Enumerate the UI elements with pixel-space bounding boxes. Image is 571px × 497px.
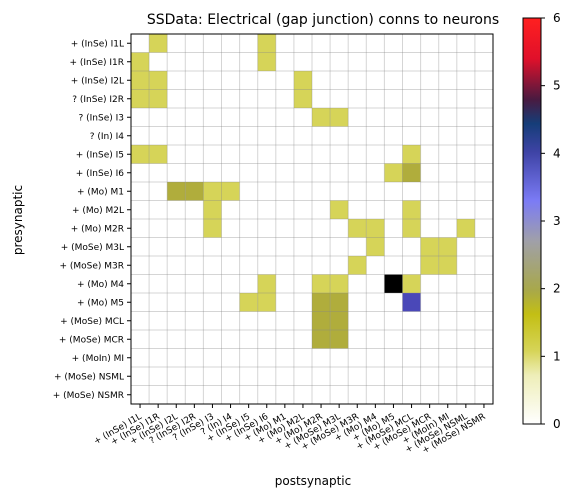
heatmap-cell xyxy=(330,293,349,312)
heatmap-cell xyxy=(167,182,186,201)
heatmap-cell xyxy=(149,145,168,164)
plot-frame xyxy=(130,33,494,405)
heatmap-cell xyxy=(366,237,385,256)
colorbar-tick-label: 3 xyxy=(553,214,561,228)
x-tick-labels: + (InSe) I1L+ (InSe) I1R+ (InSe) I2L? (I… xyxy=(92,404,487,456)
heatmap-cell xyxy=(348,219,367,238)
y-tick-label: + (MoSe) M3L xyxy=(61,243,124,253)
colorbar xyxy=(522,17,542,425)
heatmap-cell xyxy=(312,311,331,330)
heatmap-cell xyxy=(438,237,457,256)
heatmap-cell xyxy=(330,274,349,293)
heatmap-cell xyxy=(149,89,168,108)
heatmap-cell xyxy=(438,256,457,275)
heatmap-cell xyxy=(257,52,276,71)
colorbar-ticks: 0 1 2 3 4 5 6 xyxy=(541,11,561,431)
heatmap-cell xyxy=(312,293,331,312)
colorbar-tick-label: 5 xyxy=(553,79,561,93)
y-tick-label: + (MoSe) M3R xyxy=(59,261,124,271)
heatmap-cell xyxy=(203,182,222,201)
colorbar-tick-label: 4 xyxy=(553,146,561,160)
heatmap-cell xyxy=(149,34,168,53)
heatmap-cell xyxy=(293,71,312,90)
heatmap-cells xyxy=(131,34,475,349)
heatmap-cell xyxy=(131,145,150,164)
x-axis-label: postsynaptic xyxy=(275,474,351,488)
colorbar-tick-label: 6 xyxy=(553,11,561,25)
y-tick-label: + (MoSe) NSMR xyxy=(53,391,124,401)
heatmap-cell xyxy=(257,274,276,293)
y-tick-label: + (Mo) M5 xyxy=(77,298,124,308)
y-tick-label: ? (In) I4 xyxy=(90,132,125,142)
heatmap-cell xyxy=(203,219,222,238)
heatmap-cell xyxy=(131,89,150,108)
heatmap-cell xyxy=(330,108,349,127)
y-tick-label: + (MoSe) MCR xyxy=(59,335,124,345)
heatmap-cell xyxy=(239,293,258,312)
heatmap-cell xyxy=(293,89,312,108)
heatmap-cell xyxy=(312,108,331,127)
heatmap-cell xyxy=(420,237,439,256)
heatmap-cell xyxy=(420,256,439,275)
y-tick-label: + (MoSe) NSML xyxy=(54,372,124,382)
y-tick-label: + (InSe) I2L xyxy=(71,76,124,86)
heatmap-cell xyxy=(131,71,150,90)
heatmap-gridlines xyxy=(131,34,493,404)
heatmap-cell xyxy=(312,274,331,293)
heatmap-cell xyxy=(348,256,367,275)
heatmap-cell xyxy=(366,219,385,238)
y-tick-label: + (InSe) I1R xyxy=(69,58,124,68)
heatmap-cell xyxy=(257,293,276,312)
y-tick-label: + (InSe) I1L xyxy=(71,39,124,49)
colorbar-tick-label: 2 xyxy=(553,282,561,296)
chart-title: SSData: Electrical (gap junction) conns … xyxy=(147,12,499,28)
y-tick-label: + (InSe) I5 xyxy=(76,150,124,160)
heatmap-cell xyxy=(149,71,168,90)
y-tick-label: + (InSe) I6 xyxy=(76,169,125,179)
y-tick-label: + (MoIn) MI xyxy=(72,354,124,364)
heatmap-cell xyxy=(312,330,331,349)
y-tick-label: ? (InSe) I3 xyxy=(78,113,124,123)
heatmap-cell xyxy=(203,200,222,219)
heatmap-cell xyxy=(402,219,421,238)
heatmap-cell xyxy=(402,200,421,219)
heatmap-cell xyxy=(402,163,421,182)
y-tick-label: ? (InSe) I2R xyxy=(72,95,124,105)
y-tick-label: + (Mo) M2L xyxy=(72,206,124,216)
heatmap-cell xyxy=(330,330,349,349)
heatmap-cell xyxy=(402,145,421,164)
heatmap-cell xyxy=(185,182,204,201)
y-tick-label: + (Mo) M2R xyxy=(71,224,124,234)
heatmap-cell xyxy=(131,52,150,71)
heatmap-cell xyxy=(221,182,240,201)
y-tick-label: + (Mo) M1 xyxy=(77,187,124,197)
heatmap-cell xyxy=(456,219,475,238)
y-tick-label: + (MoSe) MCL xyxy=(60,317,124,327)
heatmap-cell xyxy=(402,293,421,312)
colorbar-tick-label: 0 xyxy=(553,417,561,431)
y-tick-label: + (Mo) M4 xyxy=(77,280,124,290)
y-tick-labels: + (InSe) I1L + (InSe) I1R + (InSe) I2L ? (I… xyxy=(53,39,131,401)
heatmap-cell xyxy=(257,34,276,53)
y-axis-label: presynaptic xyxy=(11,185,25,255)
heatmap-cell xyxy=(384,274,403,293)
colorbar-tick-label: 1 xyxy=(553,349,561,363)
heatmap-cell xyxy=(330,311,349,330)
heatmap-cell xyxy=(402,274,421,293)
heatmap-cell xyxy=(384,163,403,182)
heatmap-cell xyxy=(330,200,349,219)
